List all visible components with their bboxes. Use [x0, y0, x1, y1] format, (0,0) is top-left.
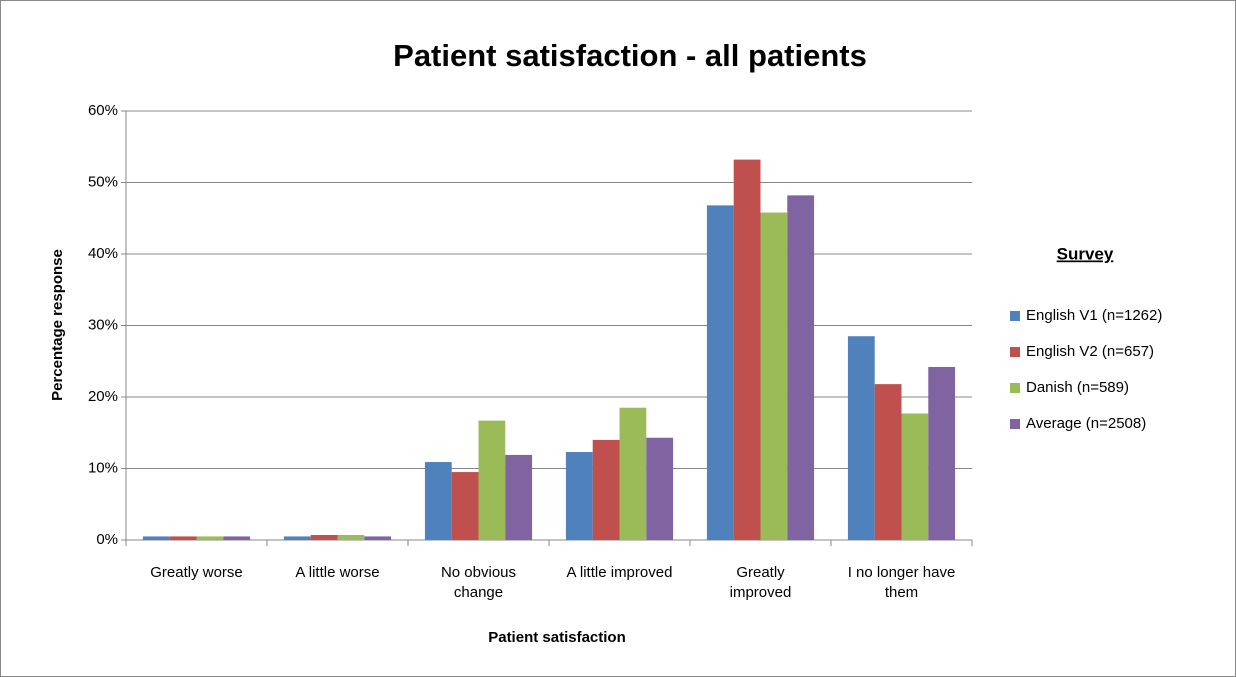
- x-tick-label: Greatly worse: [150, 564, 243, 581]
- legend-swatch: [1010, 347, 1020, 357]
- bar: [223, 536, 251, 540]
- bar: [424, 462, 452, 540]
- bar: [451, 472, 479, 540]
- bar: [142, 536, 170, 540]
- legend-label: English V1 (n=1262): [1026, 307, 1162, 324]
- legend-swatch: [1010, 419, 1020, 429]
- bar: [337, 534, 365, 540]
- x-tick-label: Greatly improved: [729, 564, 792, 601]
- bar: [928, 366, 956, 540]
- y-tick-label: 0%: [96, 531, 118, 548]
- bar: [505, 454, 533, 540]
- y-axis-label: Percentage response: [49, 249, 66, 401]
- y-tick-label: 20%: [88, 388, 118, 405]
- y-tick-label: 40%: [88, 245, 118, 262]
- bar: [646, 437, 674, 540]
- bar: [706, 205, 734, 540]
- legend-swatch: [1010, 383, 1020, 393]
- y-tick-label: 60%: [88, 102, 118, 119]
- bar: [310, 534, 338, 540]
- bar: [364, 536, 392, 540]
- bar: [592, 439, 620, 540]
- chart-title: Patient satisfaction - all patients: [393, 38, 867, 73]
- x-tick-label: I no longer have them: [847, 564, 956, 601]
- y-tick-label: 10%: [88, 459, 118, 476]
- bar: [283, 536, 311, 540]
- bar: [733, 159, 761, 540]
- x-tick-label: A little improved: [566, 564, 673, 581]
- legend-title: Survey: [1057, 244, 1114, 263]
- x-tick-label: No obvious change: [440, 564, 517, 601]
- legend-label: English V2 (n=657): [1026, 343, 1154, 360]
- bar: [760, 212, 788, 540]
- y-tick-label: 50%: [88, 173, 118, 190]
- legend-label: Danish (n=589): [1026, 379, 1129, 396]
- x-tick-label: A little worse: [295, 564, 380, 581]
- bar: [901, 413, 929, 540]
- bar: [619, 407, 647, 540]
- bar: [196, 536, 224, 540]
- bar: [565, 452, 593, 540]
- x-axis-label: Patient satisfaction: [488, 629, 626, 646]
- y-tick-label: 30%: [88, 316, 118, 333]
- bar: [874, 384, 902, 540]
- bar: [169, 536, 197, 540]
- legend-label: Average (n=2508): [1026, 415, 1146, 432]
- bar: [478, 420, 506, 540]
- legend-swatch: [1010, 311, 1020, 321]
- bar: [787, 195, 815, 540]
- bar: [847, 336, 875, 540]
